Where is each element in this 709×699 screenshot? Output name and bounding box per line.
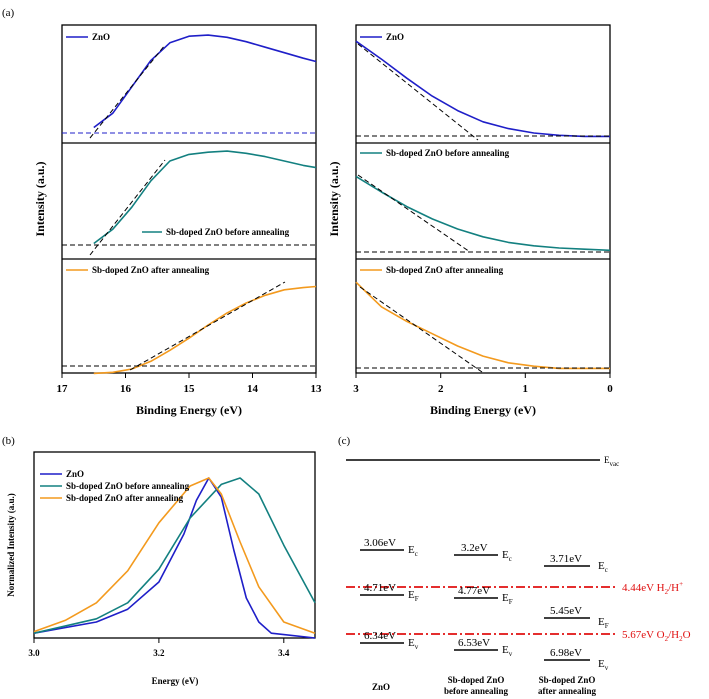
tick-label: 3.4: [278, 648, 290, 658]
series-line-2: [33, 477, 316, 634]
tangent-line: [357, 43, 479, 141]
column-zno: 3.06eV Ec 4.71eV EF 6.34eV Ev ZnO: [360, 537, 419, 692]
ef-value: 4.77eV: [458, 585, 490, 597]
legend-zno: ZnO: [92, 32, 110, 42]
legend-zno: ZnO: [66, 469, 84, 479]
series-line-1: [33, 477, 316, 634]
vacuum-label: Evac: [604, 455, 619, 468]
series-line-1: [93, 150, 317, 245]
series-line-2: [93, 285, 317, 375]
panel-a-label: (a): [2, 7, 15, 19]
tangent-line: [359, 286, 483, 373]
tangent-line: [129, 281, 286, 371]
panel-c-label: (c): [338, 435, 351, 447]
tick-label: 16: [120, 383, 132, 395]
tick-label: 14: [247, 383, 259, 395]
y-axis-title: Intensity (a.u.): [327, 161, 341, 236]
ec-value: 3.71eV: [550, 553, 582, 565]
legend-sb-before: Sb-doped ZnO before annealing: [386, 148, 510, 158]
redox-label-o2: 5.67eV O2/H2O: [622, 629, 691, 643]
legend-zno: ZnO: [386, 32, 404, 42]
ec-value: 3.06eV: [364, 537, 396, 549]
legend-sb-before: Sb-doped ZnO before annealing: [66, 481, 190, 491]
legend-sb-after: Sb-doped ZnO after annealing: [66, 493, 184, 503]
material-name: after annealing: [538, 686, 597, 696]
tick-label: 3.2: [153, 648, 165, 658]
frame: [33, 451, 316, 639]
ec-value: 3.2eV: [461, 542, 488, 554]
ev-value: 6.34eV: [364, 630, 396, 642]
panel-b: ZnO Sb-doped ZnO before annealing Sb-dop…: [6, 451, 316, 686]
material-name: before annealing: [444, 686, 509, 696]
y-axis-title: Normalized Intensity (a.u.): [6, 493, 16, 597]
tick-label: 17: [57, 383, 69, 395]
ec-label: Ec: [408, 544, 418, 558]
tick-label: 3.0: [28, 648, 40, 658]
tick-label: 2: [438, 383, 444, 395]
material-name: Sb-doped ZnO: [539, 675, 596, 685]
ev-value: 6.98eV: [550, 647, 582, 659]
panel-b-label: (b): [2, 435, 15, 447]
curves: [33, 477, 316, 639]
legend-sb-after: Sb-doped ZnO after annealing: [92, 265, 210, 275]
tick-label: 15: [184, 383, 196, 395]
legend-sb-after: Sb-doped ZnO after annealing: [386, 265, 504, 275]
ec-label: Ec: [598, 560, 608, 574]
x-axis-title: Binding Energy (eV): [136, 403, 242, 417]
tick-label: 13: [311, 383, 323, 395]
ef-label: EF: [502, 592, 513, 606]
material-name: Sb-doped ZnO: [448, 675, 505, 685]
x-axis-title: Binding Energy (eV): [430, 403, 536, 417]
x-axis-title: Energy (eV): [152, 676, 199, 686]
series-line-0: [355, 40, 610, 138]
ev-value: 6.53eV: [458, 637, 490, 649]
ef-value: 5.45eV: [550, 605, 582, 617]
panel-a-right: ZnO Sb-doped ZnO before annealing Sb-dop…: [327, 24, 613, 417]
frame: [355, 24, 611, 374]
tangent-line: [89, 44, 166, 139]
ef-label: EF: [598, 616, 609, 630]
panel-a-left: ZnO Sb-doped ZnO before annealing Sb-dop…: [33, 24, 323, 417]
ef-label: EF: [408, 589, 419, 603]
tick-label: 1: [523, 383, 529, 395]
tick-label: 0: [607, 383, 613, 395]
ef-value: 4.71eV: [364, 582, 396, 594]
ec-label: Ec: [502, 549, 512, 563]
legend-sb-before: Sb-doped ZnO before annealing: [166, 227, 290, 237]
curves: [355, 40, 611, 370]
series-line-2: [355, 281, 610, 370]
column-sb-after: 3.71eV Ec 5.45eV EF 6.98eV Ev Sb-doped Z…: [538, 553, 609, 696]
column-sb-before: 3.2eV Ec 4.77eV EF 6.53eV Ev Sb-doped Zn…: [444, 542, 513, 696]
ev-label: Ev: [502, 644, 513, 658]
tick-label: 3: [353, 383, 359, 395]
y-axis-title: Intensity (a.u.): [33, 161, 47, 236]
frame: [61, 24, 317, 374]
ev-label: Ev: [598, 658, 609, 672]
series-line-0: [93, 34, 317, 129]
ev-label: Ev: [408, 637, 419, 651]
curves: [93, 34, 317, 375]
material-name: ZnO: [372, 682, 390, 692]
redox-label-h2: 4.44eV H2/H+: [622, 580, 683, 596]
tangent-line: [357, 174, 471, 253]
tangent-line: [89, 159, 166, 256]
panel-c-energy-diagram: Evac 4.44eV H2/H+ 5.67eV O2/H2O 3.06eV E…: [346, 455, 691, 696]
series-line-1: [355, 175, 611, 252]
